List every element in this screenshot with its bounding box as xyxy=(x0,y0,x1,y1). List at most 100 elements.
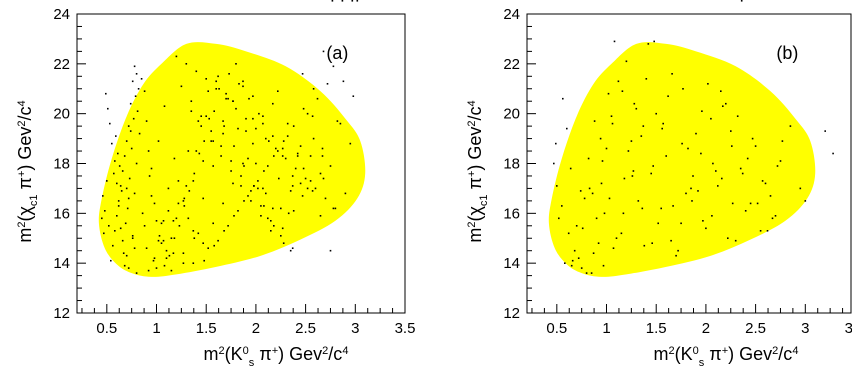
event-point xyxy=(583,197,586,200)
event-point xyxy=(207,247,209,249)
event-point xyxy=(110,259,112,262)
event-point xyxy=(314,187,317,190)
event-point xyxy=(324,197,327,200)
event-point xyxy=(640,135,643,137)
event-point xyxy=(623,177,626,180)
event-point xyxy=(342,80,345,83)
event-point xyxy=(237,127,239,130)
x-tick-label: 2.5 xyxy=(295,320,316,337)
event-point xyxy=(299,145,302,147)
event-point xyxy=(613,40,616,43)
event-point xyxy=(570,264,573,267)
event-point xyxy=(306,112,309,115)
event-point xyxy=(577,257,580,259)
event-point xyxy=(671,73,673,75)
y-axis-title-part: 2 xyxy=(16,120,28,126)
event-point xyxy=(312,137,315,140)
event-point xyxy=(352,95,355,97)
event-point xyxy=(316,97,319,100)
x-axis-title-part: 4 xyxy=(792,345,798,357)
event-point xyxy=(122,252,125,254)
event-point xyxy=(125,140,128,142)
event-point xyxy=(158,235,161,237)
event-point xyxy=(687,147,689,150)
y-axis-title: m2(χc1 π+) Gev2/c4 xyxy=(465,100,490,242)
event-point xyxy=(736,115,739,117)
event-point xyxy=(123,264,126,267)
event-point xyxy=(165,257,168,259)
event-point xyxy=(102,195,104,197)
event-point xyxy=(212,140,214,142)
event-point xyxy=(336,120,339,122)
event-point xyxy=(774,215,777,217)
event-point xyxy=(321,155,324,157)
event-point xyxy=(165,249,168,252)
x-axis-title-part: (K xyxy=(675,344,693,364)
event-point xyxy=(197,232,200,235)
event-point xyxy=(655,112,657,115)
event-point xyxy=(296,152,299,155)
event-point xyxy=(133,247,136,249)
event-point xyxy=(190,100,193,102)
event-point xyxy=(126,207,129,210)
event-point xyxy=(125,254,128,257)
event-point xyxy=(170,237,173,239)
event-point xyxy=(556,185,558,187)
event-point xyxy=(198,152,201,155)
event-point xyxy=(610,115,613,117)
event-point xyxy=(591,192,594,195)
x-axis-title-part: ) Gev xyxy=(278,344,322,364)
event-point xyxy=(227,97,229,100)
event-point xyxy=(702,220,704,222)
event-point xyxy=(157,239,160,242)
x-axis-title-part: π xyxy=(254,344,271,364)
event-point xyxy=(647,43,650,45)
event-point xyxy=(695,132,697,135)
event-point xyxy=(212,222,214,225)
event-point xyxy=(685,192,687,195)
event-point xyxy=(289,249,292,252)
event-point xyxy=(722,105,724,107)
event-point xyxy=(101,217,103,220)
event-point xyxy=(280,235,282,237)
event-point xyxy=(270,230,272,232)
event-point xyxy=(602,264,605,267)
event-point xyxy=(294,167,297,170)
event-point xyxy=(202,242,204,244)
event-point xyxy=(230,170,232,172)
event-point xyxy=(730,130,732,132)
event-point xyxy=(553,162,555,165)
event-point xyxy=(740,0,743,2)
event-point xyxy=(265,137,267,140)
event-point xyxy=(715,170,717,172)
event-point xyxy=(255,162,257,165)
event-point xyxy=(237,210,239,212)
event-point xyxy=(707,83,709,85)
event-point xyxy=(751,137,754,140)
event-point xyxy=(123,155,126,157)
event-point xyxy=(185,185,188,187)
y-axis-title-part: 2 xyxy=(466,120,478,126)
event-point xyxy=(270,220,272,222)
event-point xyxy=(203,259,205,262)
event-point xyxy=(273,155,275,157)
event-point xyxy=(228,73,230,75)
event-point xyxy=(607,92,610,95)
x-tick-label: 2 xyxy=(252,320,260,337)
event-point xyxy=(558,217,560,220)
event-point xyxy=(731,145,733,147)
x-axis-title-part: s xyxy=(699,357,705,369)
event-point xyxy=(152,259,155,262)
x-tick-label: 2.5 xyxy=(745,320,766,337)
event-point xyxy=(579,190,582,192)
event-point xyxy=(116,215,118,217)
x-axis-title-part: 0 xyxy=(243,345,249,357)
event-point xyxy=(182,252,185,254)
event-point xyxy=(349,142,352,145)
event-point xyxy=(192,180,195,182)
event-point xyxy=(188,190,191,192)
event-point xyxy=(222,120,224,122)
event-point xyxy=(662,122,664,125)
event-point xyxy=(769,195,772,197)
event-point xyxy=(580,267,583,269)
